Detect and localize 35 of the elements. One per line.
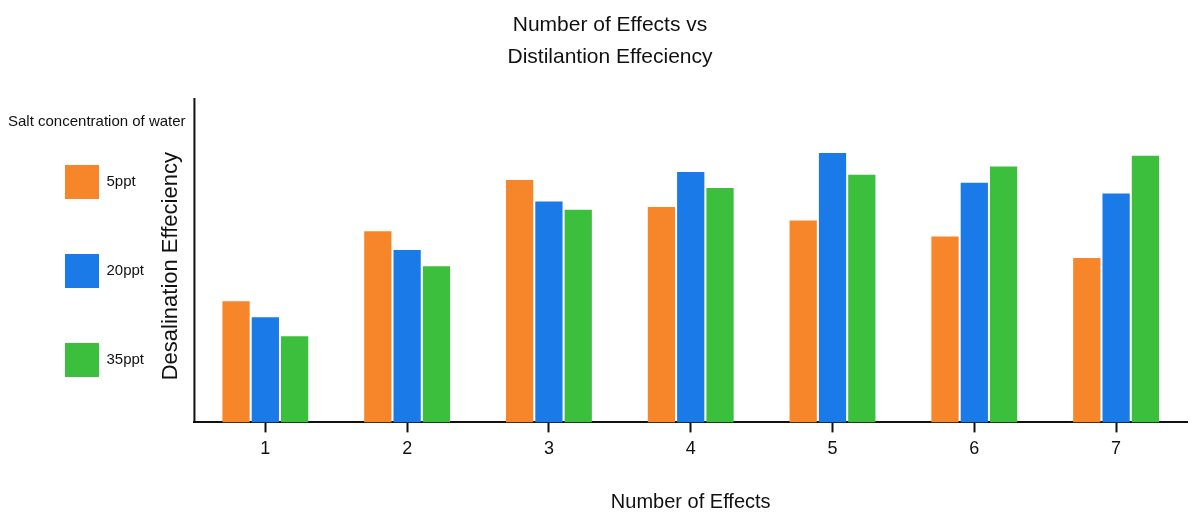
- bar: [706, 188, 734, 423]
- bar: [564, 209, 592, 423]
- legend-label: 5ppt: [106, 172, 137, 190]
- bar: [422, 266, 451, 423]
- chart-title: Number of Effects vs Distilantion Effeciency: [506, 11, 714, 69]
- x-tick-label: 2: [402, 438, 413, 459]
- bar: [1102, 193, 1130, 423]
- x-tick-label: 5: [827, 438, 838, 459]
- bar: [251, 317, 279, 423]
- bar: [647, 206, 676, 423]
- x-tick-label: 6: [969, 438, 980, 459]
- legend-label: 35ppt: [106, 350, 145, 368]
- bar: [989, 166, 1018, 423]
- legend-label: 20ppt: [106, 261, 145, 279]
- bar: [535, 201, 563, 423]
- bar: [789, 220, 817, 423]
- bar: [1073, 258, 1101, 423]
- bar: [505, 180, 534, 423]
- y-axis-title: Desalination Effeciency: [157, 152, 183, 381]
- bar: [393, 250, 421, 423]
- bar: [848, 174, 876, 423]
- bar: [281, 336, 309, 423]
- bar: [818, 153, 847, 423]
- bar: [364, 231, 392, 423]
- x-tick-label: 4: [685, 438, 696, 459]
- x-tick-label: 1: [260, 438, 271, 459]
- bar: [222, 301, 250, 423]
- x-axis-title: Number of Effects: [610, 489, 771, 512]
- bar: [960, 182, 988, 423]
- bar: [1131, 155, 1160, 423]
- x-tick-label: 3: [543, 438, 554, 459]
- bar: [677, 171, 705, 423]
- legend-title: Salt concentration of water: [8, 112, 187, 129]
- bar: [931, 236, 959, 423]
- x-tick-label: 7: [1111, 438, 1122, 459]
